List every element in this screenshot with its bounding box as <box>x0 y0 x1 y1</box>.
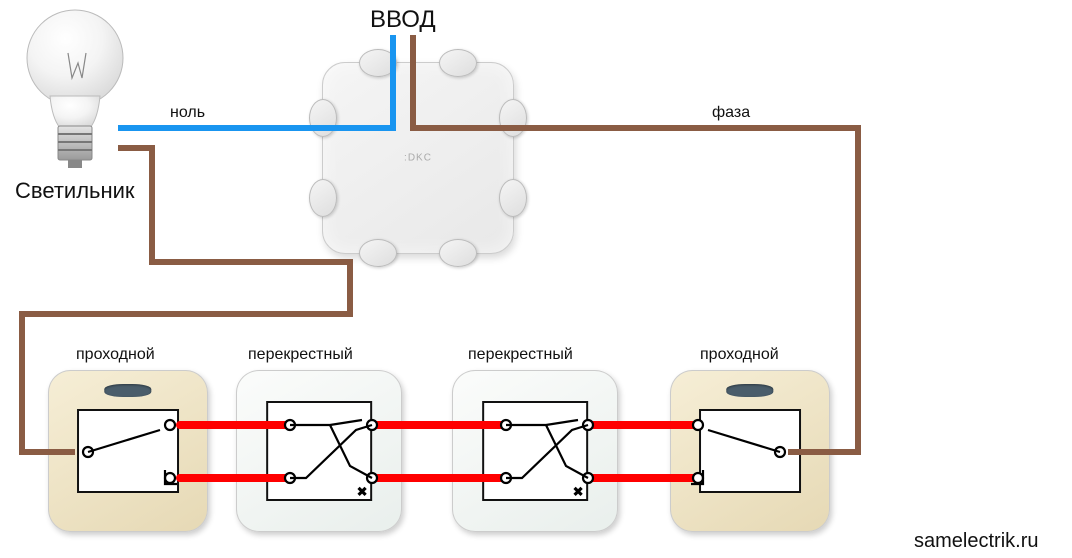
lamp-bulb-icon <box>20 8 130 183</box>
label-switch4: проходной <box>700 346 779 364</box>
label-input: ВВОД <box>370 6 436 34</box>
label-null: ноль <box>170 104 205 122</box>
switch-2-cross <box>236 370 402 532</box>
junction-box: :DKC <box>322 62 514 254</box>
label-switch1: проходной <box>76 346 155 364</box>
label-switch2: перекрестный <box>248 346 353 364</box>
label-phase: фаза <box>712 104 750 122</box>
switch-1-two-way <box>48 370 208 532</box>
label-switch3: перекрестный <box>468 346 573 364</box>
label-site: samelectrik.ru <box>914 530 1038 553</box>
switch-4-two-way <box>670 370 830 532</box>
label-lamp: Светильник <box>15 178 135 204</box>
switch-3-cross <box>452 370 618 532</box>
